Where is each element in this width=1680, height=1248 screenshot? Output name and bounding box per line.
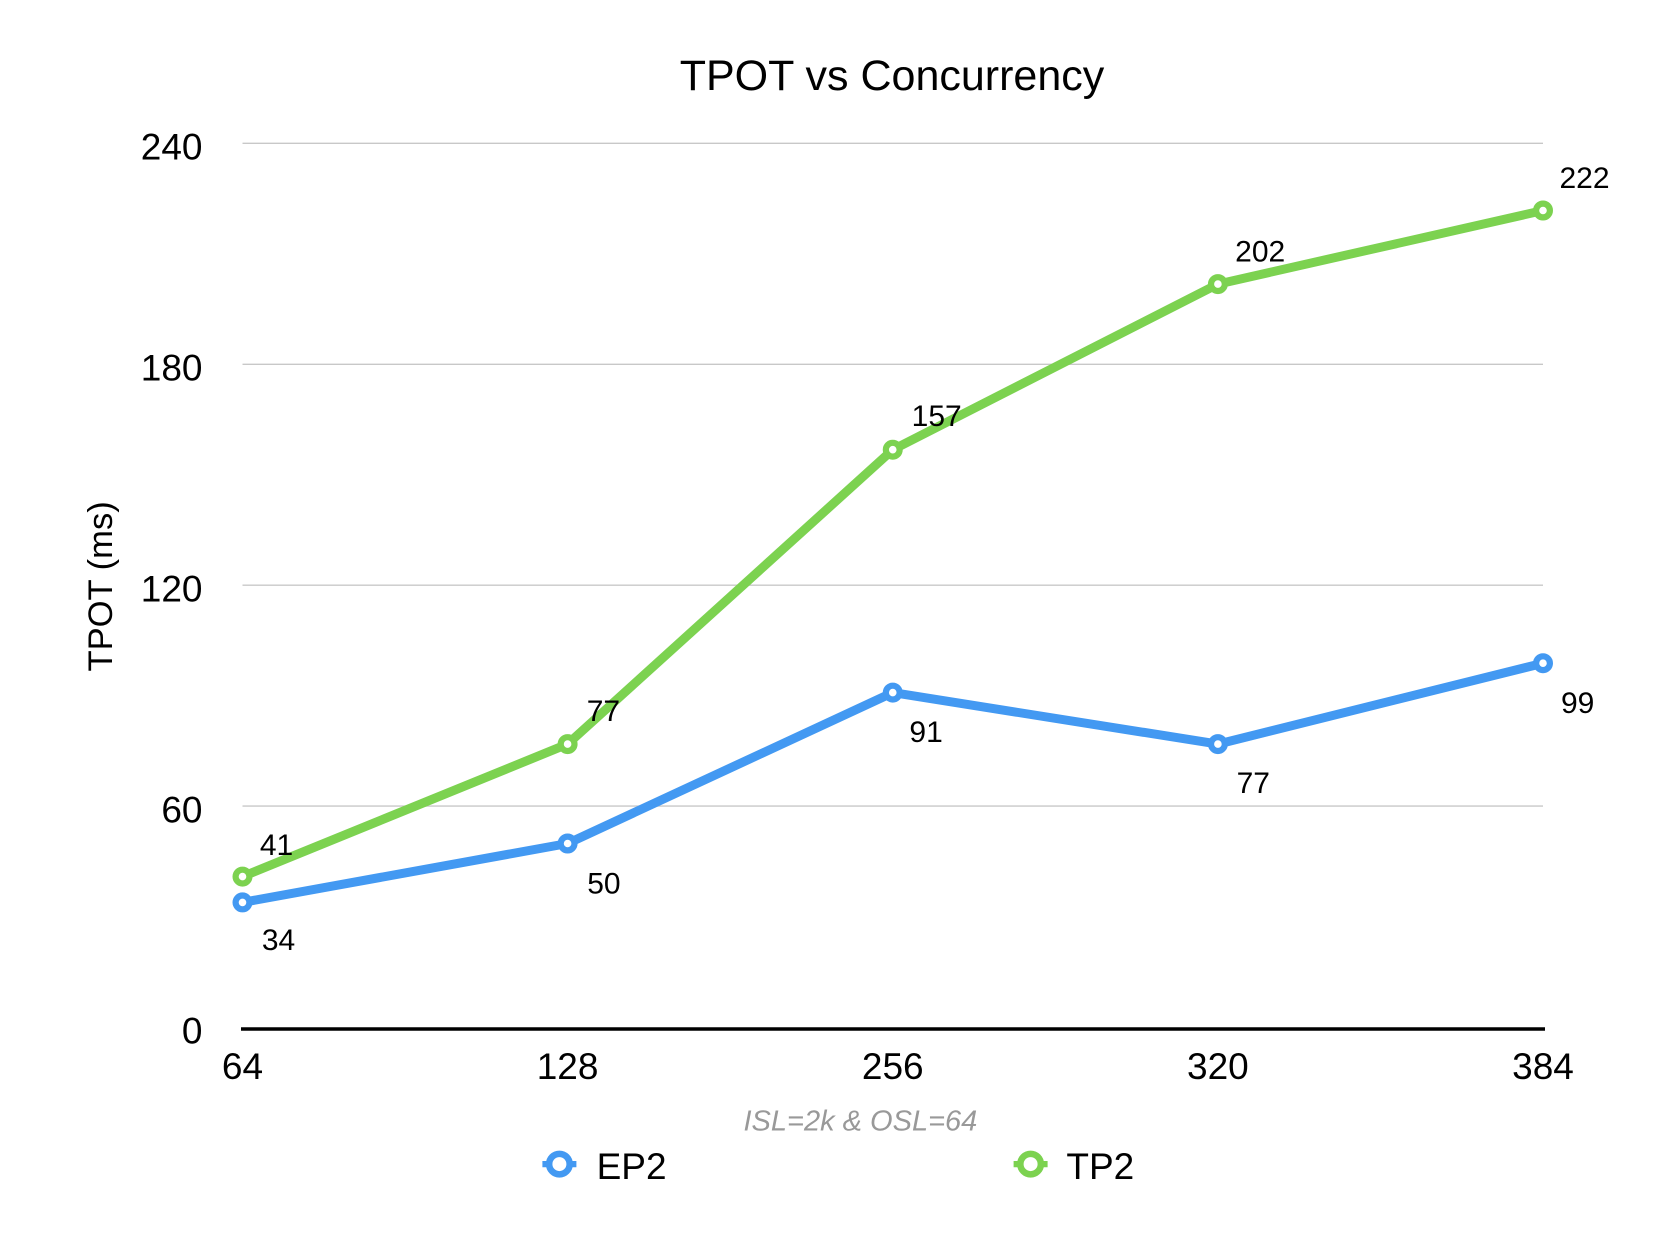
svg-text:EP2: EP2: [597, 1146, 667, 1187]
svg-text:0: 0: [182, 1011, 203, 1052]
svg-text:320: 320: [1187, 1046, 1249, 1087]
svg-text:TPOT (ms): TPOT (ms): [82, 501, 120, 671]
svg-text:64: 64: [222, 1046, 263, 1087]
svg-text:240: 240: [141, 127, 203, 168]
svg-text:41: 41: [260, 829, 293, 862]
svg-text:222: 222: [1559, 162, 1609, 195]
svg-text:256: 256: [862, 1046, 924, 1087]
svg-text:50: 50: [587, 868, 620, 901]
svg-text:157: 157: [912, 400, 962, 433]
svg-text:60: 60: [161, 789, 202, 830]
svg-text:34: 34: [262, 924, 295, 957]
svg-text:TPOT vs Concurrency: TPOT vs Concurrency: [680, 52, 1105, 100]
svg-text:128: 128: [537, 1046, 599, 1087]
svg-text:99: 99: [1561, 687, 1594, 720]
svg-text:120: 120: [141, 568, 203, 609]
svg-text:384: 384: [1512, 1046, 1574, 1087]
svg-text:77: 77: [587, 695, 620, 728]
svg-text:ISL=2k & OSL=64: ISL=2k & OSL=64: [744, 1106, 978, 1138]
svg-text:TP2: TP2: [1066, 1146, 1134, 1187]
svg-text:91: 91: [909, 716, 942, 749]
svg-text:202: 202: [1235, 235, 1285, 268]
svg-text:77: 77: [1237, 767, 1270, 800]
svg-text:180: 180: [141, 348, 203, 389]
